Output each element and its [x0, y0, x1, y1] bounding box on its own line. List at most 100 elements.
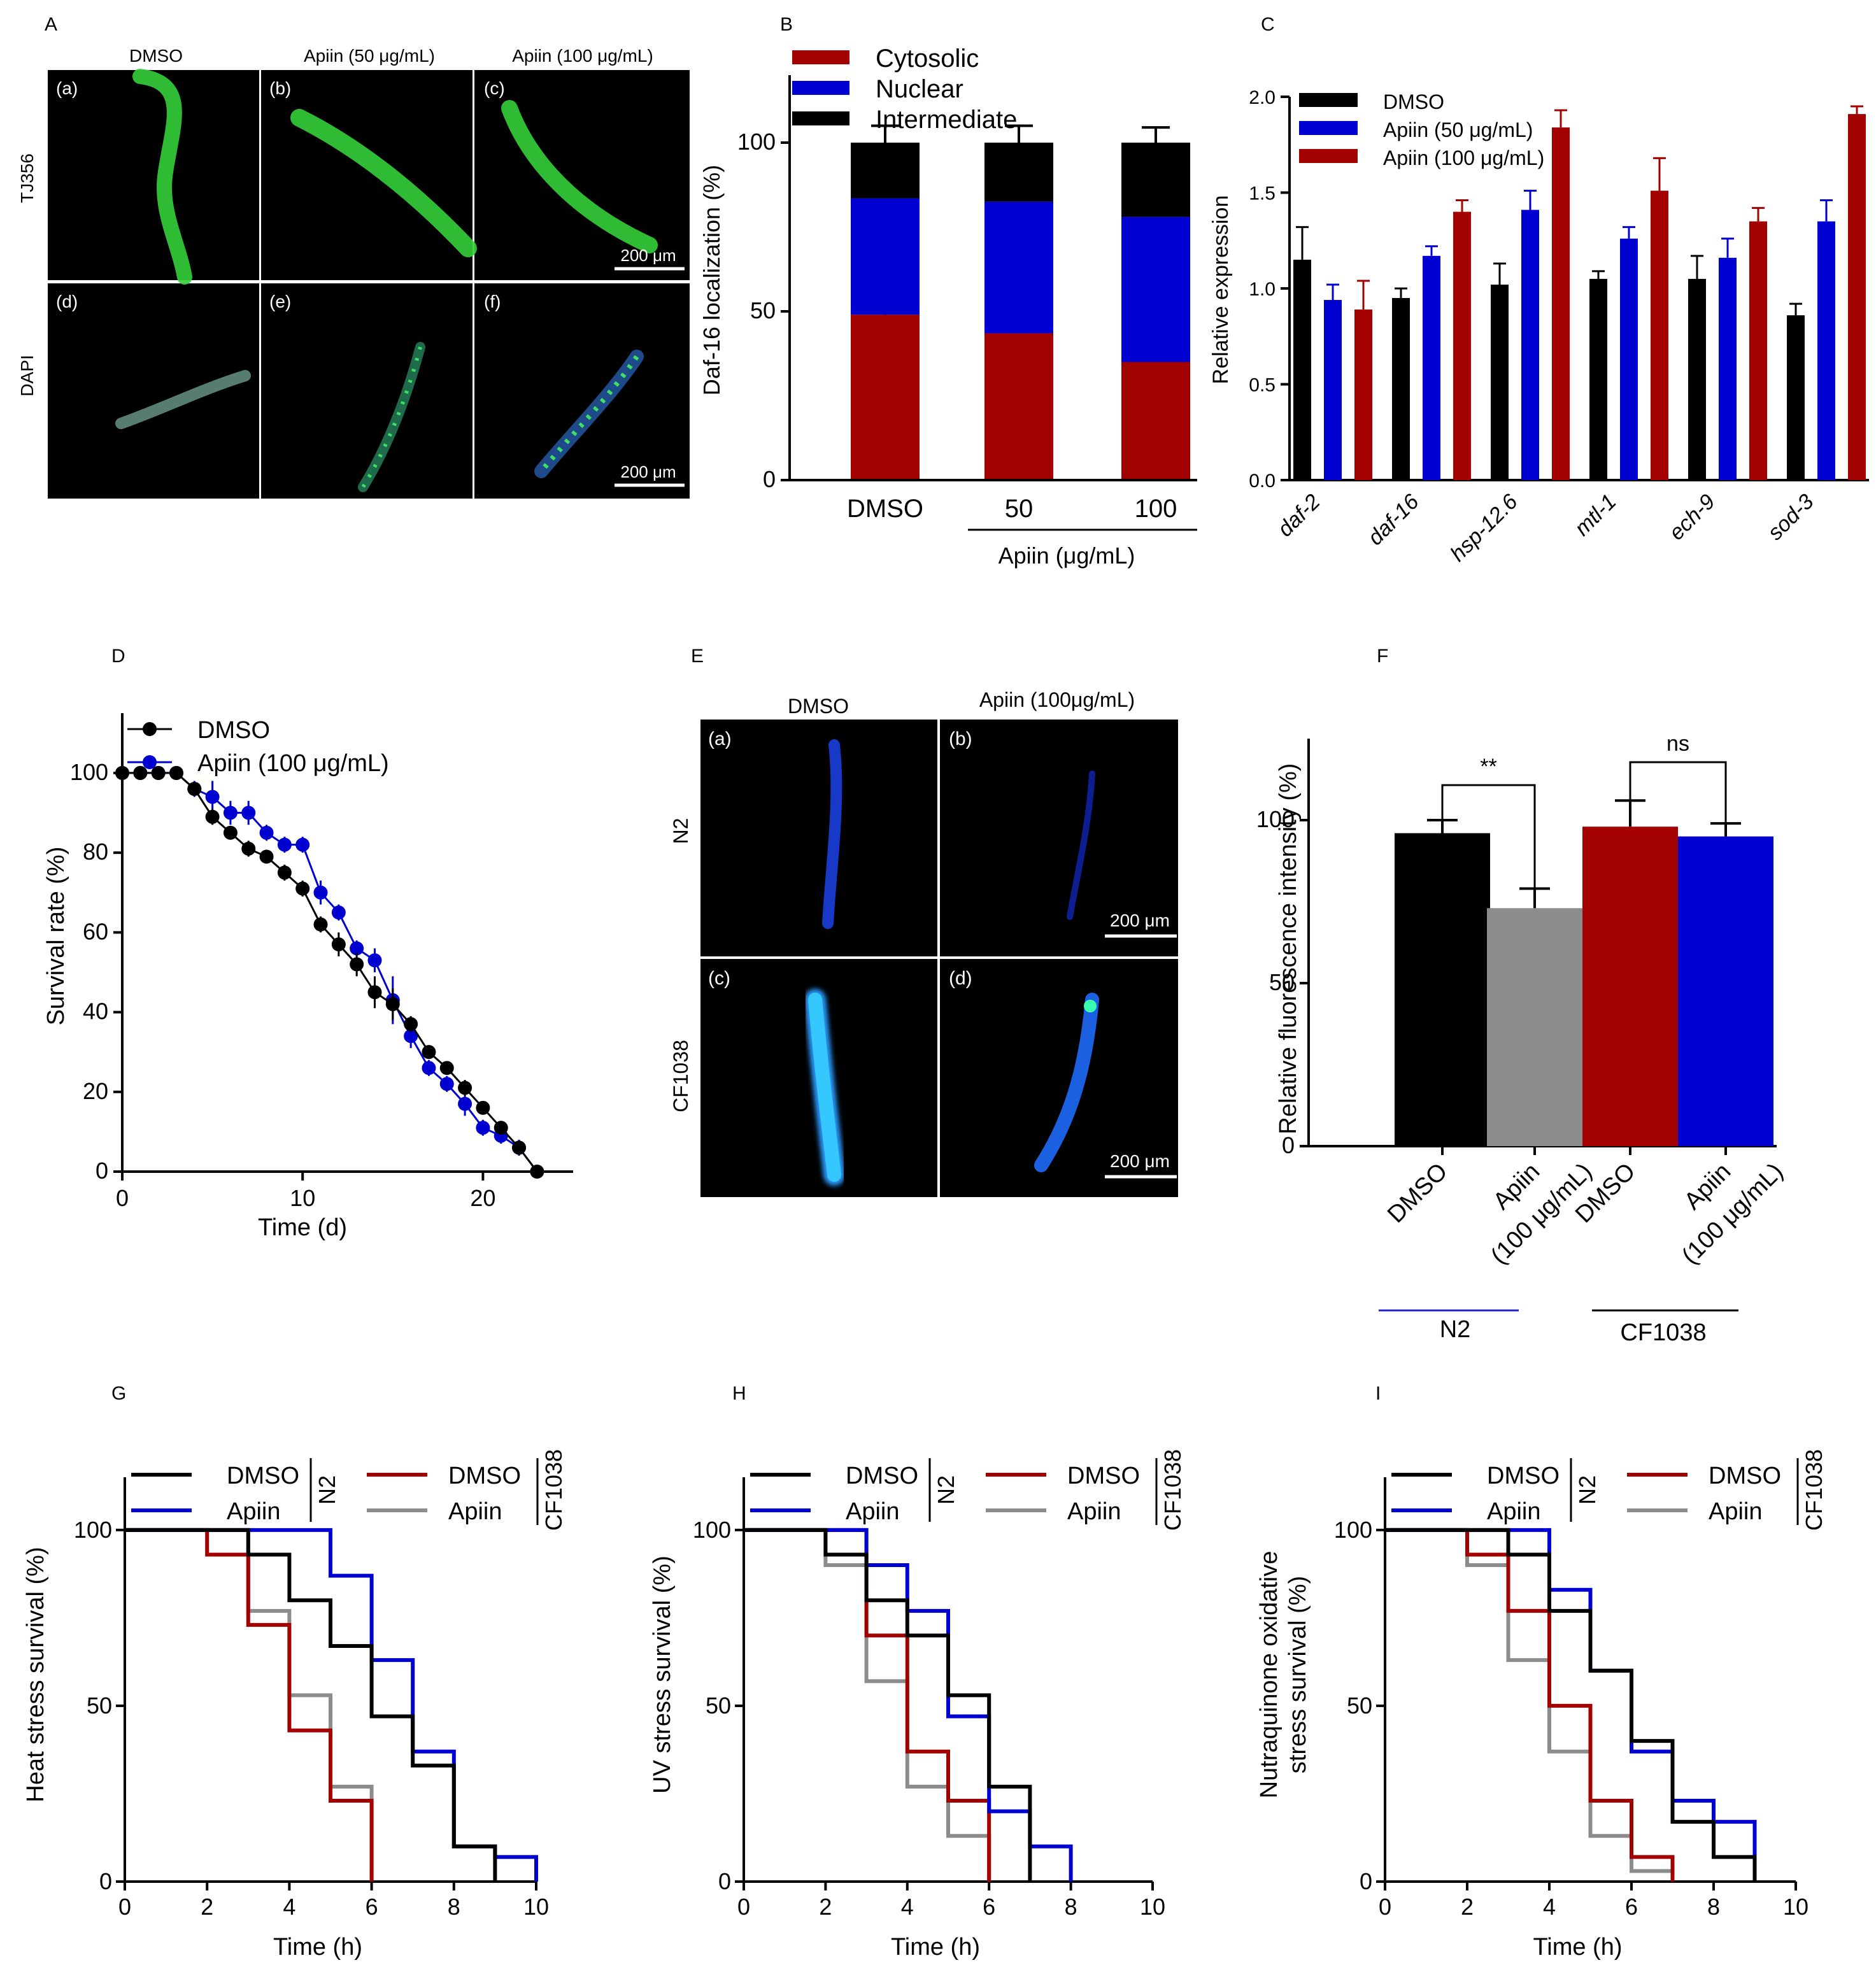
- image-d: [48, 283, 259, 499]
- chart-d-point-0-0: [115, 765, 129, 780]
- chart-f-bracket-1: [1629, 761, 1727, 833]
- chart-c: C 0.0 0.5 1.0 1.5 2.0 Relative expression daf-2…: [1209, 14, 1869, 566]
- chart-d-y-label: Survival rate (%): [43, 847, 69, 1026]
- chart-d-point-1-17: [422, 1061, 436, 1075]
- chart-h-y-tick-label-2: 100: [693, 1517, 731, 1543]
- panel-a-row-label-tj356: TJ356: [17, 153, 37, 203]
- panel-a-letter: A: [45, 14, 57, 35]
- worm-e-d: [1034, 993, 1099, 1172]
- worm-c: [501, 100, 658, 253]
- chart-b-bar-cytosolic-1: [984, 333, 1053, 480]
- image-b: [261, 70, 473, 280]
- worm-e-d-spot: [1084, 1000, 1097, 1012]
- chart-i-x-tick-label-4: 8: [1707, 1894, 1720, 1920]
- chart-b-legend-swatch-2: [792, 111, 849, 125]
- chart-d-point-1-12: [331, 905, 346, 920]
- chart-g-step-line-0: [125, 1528, 497, 1882]
- chart-c-legend-label-1: Apiin (50 μg/mL): [1383, 118, 1533, 141]
- chart-g-x-tick-label-4: 8: [448, 1894, 460, 1920]
- sub-label-e-b: (b): [949, 728, 972, 749]
- chart-c-bar-2-3: [1651, 190, 1668, 480]
- chart-c-y-label: Relative expression: [1209, 195, 1233, 385]
- chart-c-bar-0-3: [1589, 278, 1607, 480]
- chart-d-legend-marker-1: [143, 755, 157, 769]
- sub-label-b: (b): [269, 78, 291, 98]
- chart-c-x-label-2: hsp-12.6: [1446, 490, 1522, 566]
- chart-g-legend-cf-dmso-label: DMSO: [448, 1463, 521, 1489]
- chart-d-point-0-10: [295, 881, 310, 896]
- image-a: [48, 70, 259, 280]
- chart-d-point-1-18: [439, 1077, 454, 1091]
- chart-h-x-tick-label-4: 8: [1065, 1894, 1077, 1920]
- chart-d-point-0-3: [169, 765, 183, 780]
- sub-label-d: (d): [56, 292, 78, 311]
- chart-d-legend-marker-0: [143, 722, 157, 736]
- chart-g-legend-cf-group: CF1038: [541, 1449, 567, 1531]
- chart-f-significance-0: **: [1480, 755, 1496, 779]
- chart-d-line-0: [122, 772, 538, 1172]
- chart-b-x-label-0: DMSO: [847, 495, 923, 523]
- chart-h-x-tick-label-0: 0: [737, 1894, 750, 1920]
- worm-e-a: [822, 739, 842, 929]
- chart-d-x-tick-label-0: 0: [116, 1185, 129, 1211]
- chart-d-point-0-8: [259, 849, 274, 864]
- chart-b-x-label-1: 50: [1005, 495, 1034, 523]
- chart-d-point-0-5: [205, 809, 220, 824]
- chart-i-y-tick-label-1: 50: [1347, 1692, 1372, 1719]
- chart-d-point-1-11: [313, 885, 328, 900]
- chart-c-legend-swatch-0: [1299, 93, 1358, 107]
- chart-c-bar-1-1: [1423, 255, 1440, 480]
- chart-h-y-tick-label-1: 50: [706, 1692, 731, 1719]
- chart-d-point-1-8: [259, 825, 274, 840]
- chart-c-legend-label-2: Apiin (100 μg/mL): [1383, 146, 1544, 169]
- chart-c-y-tick-label-1: 0.5: [1249, 375, 1276, 396]
- image-e: [261, 283, 473, 499]
- chart-f-x-label-0: DMSO: [1382, 1158, 1453, 1228]
- chart-h-letter: H: [732, 1383, 746, 1404]
- chart-i-x-label: Time (h): [1533, 1934, 1622, 1961]
- chart-b-legend-swatch-1: [792, 81, 849, 95]
- panel-e-row-label-n2: N2: [669, 818, 692, 844]
- chart-i-legend-n2-group: N2: [1574, 1475, 1600, 1505]
- chart-i-y-tick-label-0: 0: [1360, 1868, 1372, 1894]
- chart-i-y-label-2: stress survival (%): [1284, 1576, 1311, 1773]
- chart-f-bar-0: [1395, 833, 1490, 1146]
- chart-b-legend-label-0: Cytosolic: [876, 45, 979, 73]
- chart-c-legend-swatch-2: [1299, 149, 1358, 163]
- chart-d-point-0-4: [187, 781, 202, 796]
- chart-i-legend-n2-dmso-label: DMSO: [1487, 1463, 1560, 1489]
- chart-i-x-tick-label-2: 4: [1543, 1894, 1556, 1920]
- chart-c-bar-2-0: [1354, 309, 1372, 480]
- chart-c-bar-0-0: [1293, 259, 1311, 480]
- chart-g: G 0 50 100 0 2 4 6 8 10 Time (h) Heat stress surviv…: [22, 1383, 567, 1961]
- chart-d-point-0-7: [241, 841, 256, 856]
- chart-h: H 0 50 100 0 2 4 6 8 10 Time (h) UV stress survival…: [649, 1383, 1186, 1961]
- chart-c-bar-2-5: [1848, 114, 1866, 481]
- chart-d-x-tick-label-2: 20: [470, 1185, 495, 1211]
- scale-bar-label-bottom: 200 μm: [620, 462, 676, 481]
- chart-f-bracket-0: [1441, 784, 1536, 898]
- scale-bar-label-e-top: 200 μm: [1110, 911, 1170, 930]
- chart-g-y-label: Heat stress survival (%): [22, 1547, 49, 1802]
- chart-b-bar-nuclear-1: [984, 201, 1053, 334]
- chart-i-step-line-2: [1385, 1528, 1675, 1882]
- chart-g-x-tick-label-5: 10: [523, 1894, 549, 1920]
- chart-d-x-label: Time (d): [258, 1214, 347, 1241]
- chart-h-step-line-0: [744, 1528, 1032, 1882]
- sub-label-c: (c): [484, 78, 505, 98]
- panel-b-letter: B: [780, 14, 793, 35]
- chart-g-x-tick-label-1: 2: [201, 1894, 213, 1920]
- panel-e-col-title-2: Apiin (100μg/mL): [979, 688, 1135, 711]
- image-e-b: [940, 720, 1178, 956]
- chart-d-point-1-10: [295, 837, 310, 852]
- scale-bar-label-top: 200 μm: [620, 246, 676, 265]
- chart-g-legend-n2-dmso-label: DMSO: [227, 1463, 299, 1489]
- chart-d-point-0-2: [151, 765, 166, 780]
- chart-d-x-tick-label-1: 10: [290, 1185, 315, 1211]
- panel-d-letter: D: [111, 646, 125, 667]
- chart-c-bar-2-4: [1749, 221, 1767, 480]
- worm-f-spots: [539, 355, 639, 473]
- chart-g-x-tick-label-0: 0: [118, 1894, 131, 1920]
